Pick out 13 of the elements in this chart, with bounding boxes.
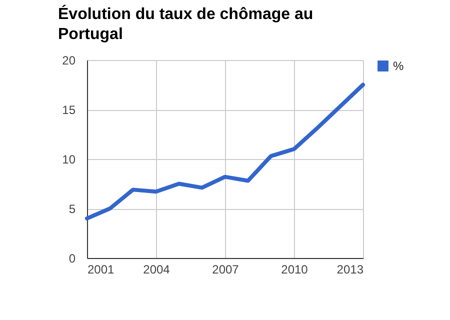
y-tick-label: 0	[68, 252, 76, 266]
legend-label: %	[393, 59, 404, 73]
x-tick-label: 2010	[281, 262, 308, 276]
y-tick-label: 15	[62, 103, 76, 117]
line-series	[85, 82, 365, 220]
y-tick-label: 10	[62, 152, 76, 166]
chart-title: Évolution du taux de chômage au Portugal	[58, 4, 314, 43]
x-tick-label: 2013	[336, 262, 364, 276]
x-tick-label: 2001	[88, 262, 115, 276]
x-tick-label: 2007	[212, 262, 240, 276]
y-tick-label: 20	[62, 54, 76, 68]
x-tick-label: 2004	[143, 262, 170, 276]
y-tick-label: 5	[68, 202, 76, 216]
